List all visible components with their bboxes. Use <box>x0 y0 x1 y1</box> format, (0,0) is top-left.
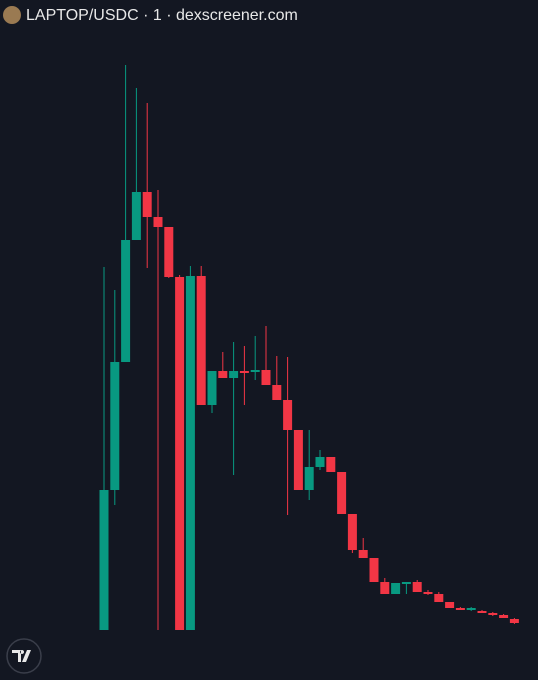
candle-body <box>283 400 293 430</box>
candle-body <box>218 371 228 378</box>
candle-body <box>153 217 163 227</box>
candle-body <box>239 371 249 373</box>
candle-body <box>142 192 152 217</box>
candle-body <box>196 276 206 405</box>
candle-body <box>401 582 411 584</box>
candle-body <box>326 457 336 472</box>
candle-body <box>164 227 174 277</box>
candle-body <box>477 611 487 613</box>
candle-body <box>412 582 422 592</box>
candle-body <box>499 615 509 618</box>
candle-body <box>337 472 347 514</box>
candle-body <box>509 619 519 623</box>
candle-body <box>423 592 433 594</box>
candle-body <box>99 490 109 630</box>
candle-body <box>358 550 368 558</box>
candle-body <box>229 371 239 378</box>
candle-body <box>185 276 195 630</box>
candle-body <box>110 362 120 490</box>
logo-mark <box>12 650 31 662</box>
candle-body <box>304 467 314 490</box>
candle-body <box>369 558 379 582</box>
tv-logo[interactable] <box>6 638 42 674</box>
candle-body <box>434 594 444 602</box>
token-icon <box>3 6 21 24</box>
candle-body <box>380 582 390 594</box>
candle-body <box>272 385 282 400</box>
candle-body <box>347 514 357 550</box>
candle-body <box>455 608 465 610</box>
candle-body <box>175 277 185 630</box>
candle-body <box>121 240 131 362</box>
candle-body <box>131 192 141 240</box>
candle-body <box>293 430 303 490</box>
candle-body <box>445 602 455 608</box>
candle-body <box>207 371 217 405</box>
chart-title: LAPTOP/USDC · 1 · dexscreener.com <box>26 7 298 24</box>
candle-body <box>488 613 498 615</box>
candle-body <box>466 608 476 610</box>
logo-ring <box>6 638 42 674</box>
candle-body <box>315 457 325 467</box>
candle-body <box>391 583 401 594</box>
candle-body <box>261 370 271 385</box>
candle-body <box>250 370 260 372</box>
